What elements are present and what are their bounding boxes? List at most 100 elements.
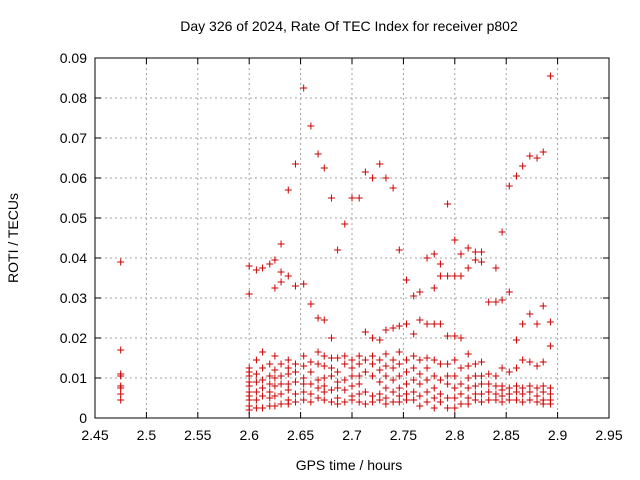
data-point [410, 364, 418, 372]
data-point [457, 364, 465, 372]
data-point [444, 404, 452, 412]
data-point [539, 382, 547, 390]
data-point [369, 334, 377, 342]
data-point [300, 362, 308, 370]
data-point [402, 380, 410, 388]
data-point [395, 398, 403, 406]
data-point [451, 394, 459, 402]
data-point [464, 384, 472, 392]
data-point [382, 384, 390, 392]
data-point [485, 380, 493, 388]
data-point [320, 388, 328, 396]
data-point [361, 388, 369, 396]
y-tick-label: 0 [79, 410, 87, 426]
data-point [376, 378, 384, 386]
data-point [259, 384, 267, 392]
data-point [464, 374, 472, 382]
data-point [307, 122, 315, 130]
data-point [314, 348, 322, 356]
data-point [382, 174, 390, 182]
data-point [245, 262, 253, 270]
data-point [395, 360, 403, 368]
data-point [539, 388, 547, 396]
data-point [277, 268, 285, 276]
data-point [327, 386, 335, 394]
data-point [478, 258, 486, 266]
data-point [423, 354, 431, 362]
data-point [369, 174, 377, 182]
data-point [361, 168, 369, 176]
data-point [348, 356, 356, 364]
data-point [539, 358, 547, 366]
data-point [327, 364, 335, 372]
data-point [471, 396, 479, 404]
y-tick-label: 0.03 [60, 290, 87, 306]
data-point [451, 236, 459, 244]
data-point [334, 368, 342, 376]
data-point [271, 374, 279, 382]
data-point [519, 320, 527, 328]
data-point [117, 390, 125, 398]
data-point [485, 396, 493, 404]
data-point [300, 374, 308, 382]
data-point [464, 350, 472, 358]
data-point [492, 264, 500, 272]
data-point [376, 390, 384, 398]
data-point [451, 404, 459, 412]
data-point [402, 368, 410, 376]
data-point [512, 382, 520, 390]
data-point [376, 160, 384, 168]
data-point [291, 378, 299, 386]
data-point [430, 250, 438, 258]
data-point [395, 246, 403, 254]
y-tick-label: 0.09 [60, 50, 87, 66]
data-point [117, 372, 125, 380]
data-point [457, 390, 465, 398]
data-point [546, 72, 554, 80]
data-point [395, 372, 403, 380]
data-point [291, 398, 299, 406]
x-tick-label: 2.65 [287, 427, 314, 443]
data-point [451, 384, 459, 392]
data-point [300, 280, 308, 288]
data-point [395, 322, 403, 330]
data-point [341, 398, 349, 406]
data-point [314, 360, 322, 368]
data-point [382, 400, 390, 408]
data-point [314, 314, 322, 322]
data-point [519, 398, 527, 406]
data-point [382, 394, 390, 402]
data-point [471, 390, 479, 398]
data-point [307, 368, 315, 376]
data-point [320, 374, 328, 382]
y-tick-label: 0.02 [60, 330, 87, 346]
data-point [533, 154, 541, 162]
data-point [533, 320, 541, 328]
data-point [512, 364, 520, 372]
data-point [430, 320, 438, 328]
data-point [464, 244, 472, 252]
data-point [526, 396, 534, 404]
data-point [444, 372, 452, 380]
data-point [259, 264, 267, 272]
data-point [512, 172, 520, 180]
data-point [505, 368, 513, 376]
axis-tick-labels: 2.45 2.5 2.55 2.6 2.65 2.7 2.75 2.8 2.85 2.9 2.95 0… [60, 50, 623, 443]
data-point [252, 404, 260, 412]
data-point [376, 366, 384, 374]
data-point [471, 360, 479, 368]
x-tick-label: 2.9 [548, 427, 568, 443]
data-point [320, 362, 328, 370]
data-point [526, 388, 534, 396]
data-point [464, 400, 472, 408]
data-point [492, 298, 500, 306]
data-point [416, 380, 424, 388]
data-point [492, 382, 500, 390]
data-point [457, 334, 465, 342]
data-point [430, 284, 438, 292]
data-point [423, 388, 431, 396]
data-point [277, 278, 285, 286]
